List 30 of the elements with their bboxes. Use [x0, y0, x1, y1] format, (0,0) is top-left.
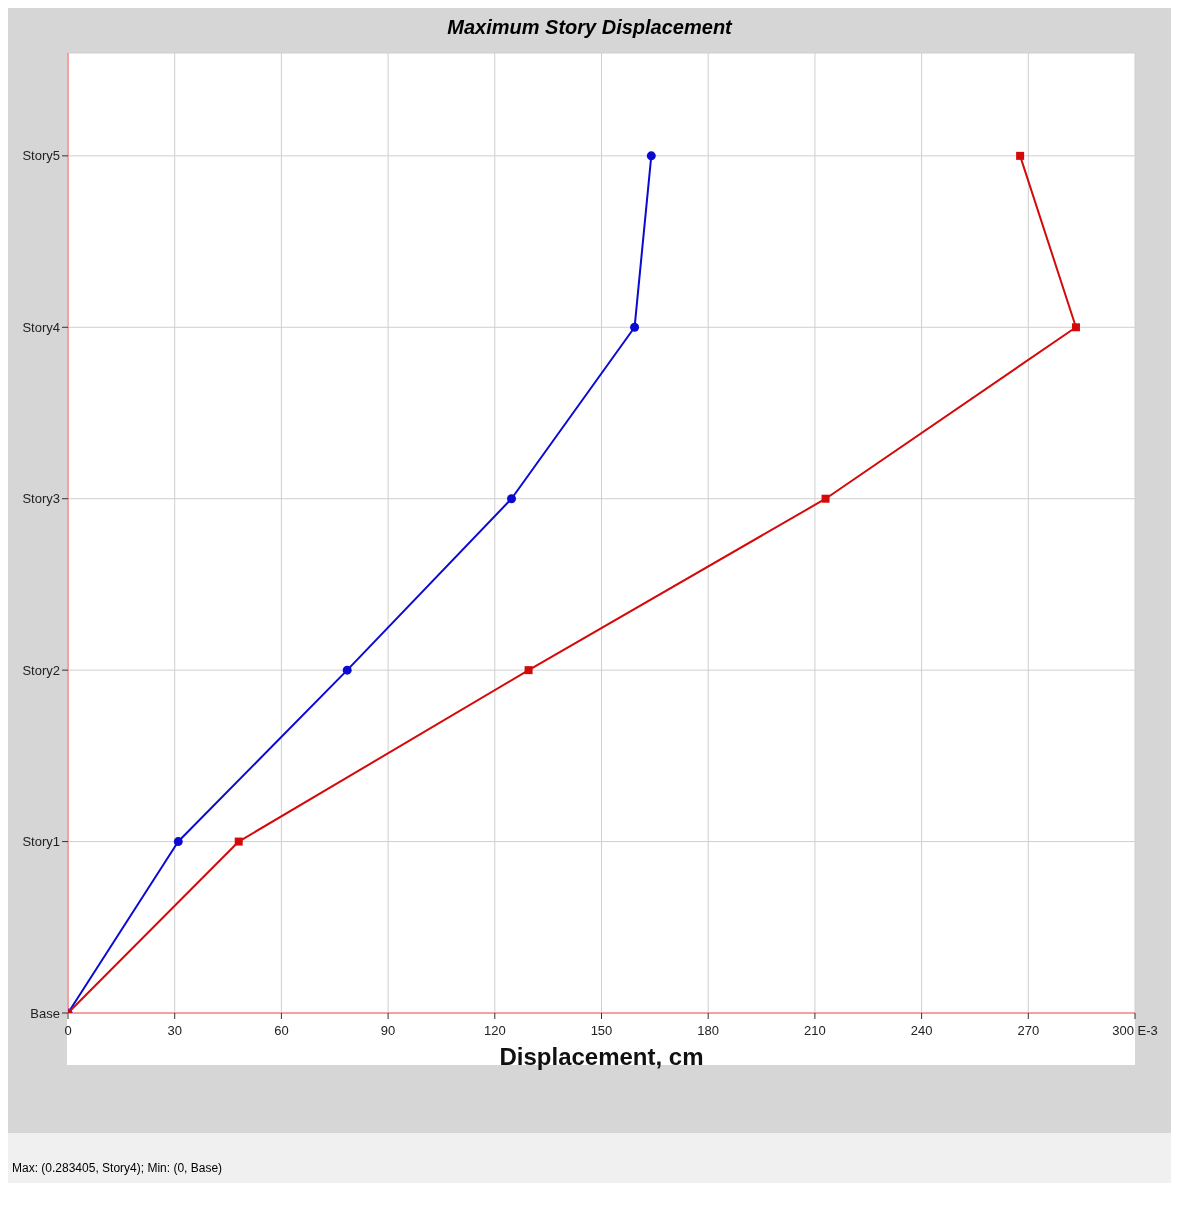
x-tick-label: 240 — [910, 1023, 933, 1038]
x-tick-label: 180 — [697, 1023, 720, 1038]
point — [630, 322, 640, 332]
x-tick-label: 150 — [590, 1023, 613, 1038]
x-tick-label: 300 E-3 — [1112, 1023, 1158, 1038]
point — [646, 151, 656, 161]
x-tick-label: 60 — [274, 1023, 289, 1038]
x-tick-label: 30 — [167, 1023, 182, 1038]
x-tick-label: 270 — [1017, 1023, 1040, 1038]
point — [342, 665, 352, 675]
x-tick-label: 0 — [64, 1023, 72, 1038]
y-tick-label: Story3 — [22, 491, 60, 507]
chart-title: Maximum Story Displacement — [446, 15, 734, 40]
point — [1071, 323, 1080, 332]
x-axis-title: Displacement, cm — [499, 1043, 704, 1070]
y-tick-label: Story5 — [22, 148, 60, 164]
point — [173, 837, 183, 847]
text: Max: (0.283405, Story4); Min: (0, Base) — [12, 1161, 224, 1175]
x-tick-label: 210 — [804, 1023, 826, 1038]
y-tick-label: Story1 — [22, 834, 60, 850]
x-tick-label: 120 — [483, 1023, 506, 1038]
point — [524, 666, 533, 675]
point — [507, 494, 517, 504]
y-tick-label: Story2 — [22, 662, 60, 678]
point — [234, 837, 243, 846]
x-tick-label: 90 — [380, 1023, 396, 1038]
point — [821, 494, 830, 503]
point — [1016, 151, 1025, 160]
y-tick-label: Base — [30, 1005, 60, 1021]
y-tick-label: Story4 — [22, 319, 60, 335]
